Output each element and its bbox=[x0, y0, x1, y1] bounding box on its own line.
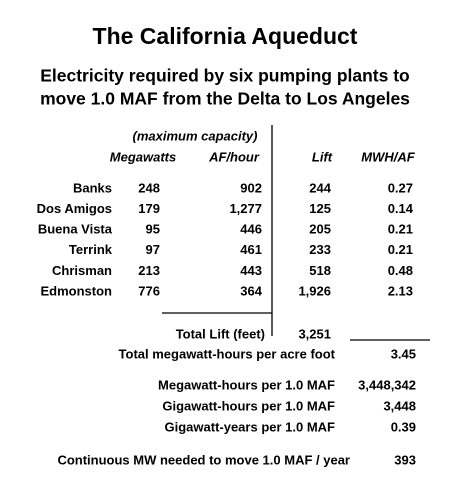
summary-value: 393 bbox=[394, 452, 416, 467]
cell: 446 bbox=[240, 222, 262, 237]
cell: 1,926 bbox=[298, 283, 331, 298]
cell: 0.48 bbox=[388, 263, 413, 278]
row-label: Chrisman bbox=[52, 263, 112, 278]
cell: 213 bbox=[138, 263, 160, 278]
cell: 443 bbox=[240, 263, 262, 278]
cell: 1,277 bbox=[229, 201, 262, 216]
summary-label: Total megawatt-hours per acre foot bbox=[119, 346, 336, 361]
row-label: Terrink bbox=[69, 242, 113, 257]
row-label: Dos Amigos bbox=[37, 201, 112, 216]
total-lift-label: Total Lift (feet) bbox=[176, 326, 265, 341]
cell: 244 bbox=[309, 180, 331, 195]
cell: 205 bbox=[309, 222, 331, 237]
subtitle: Electricity required by six pumping plan… bbox=[40, 66, 410, 86]
column-header: Megawatts bbox=[110, 149, 176, 164]
cell: 95 bbox=[146, 222, 160, 237]
cell: 0.27 bbox=[388, 180, 413, 195]
cell: 179 bbox=[138, 201, 160, 216]
cell: 0.14 bbox=[388, 201, 414, 216]
cell: 902 bbox=[240, 180, 262, 195]
cell: 364 bbox=[240, 283, 262, 298]
row-label: Banks bbox=[73, 180, 112, 195]
summary-value: 3,448,342 bbox=[358, 377, 416, 392]
summary-label: Gigawatt-years per 1.0 MAF bbox=[165, 419, 336, 434]
cell: 233 bbox=[309, 242, 331, 257]
total-lift-value: 3,251 bbox=[298, 326, 331, 341]
cell: 776 bbox=[138, 283, 160, 298]
cell: 2.13 bbox=[388, 283, 413, 298]
column-header: AF/hour bbox=[208, 149, 260, 164]
cell: 518 bbox=[309, 263, 331, 278]
subtitle: move 1.0 MAF from the Delta to Los Angel… bbox=[40, 89, 410, 109]
cell: 0.21 bbox=[388, 222, 413, 237]
cell: 461 bbox=[240, 242, 262, 257]
cell: 125 bbox=[309, 201, 331, 216]
cell: 97 bbox=[146, 242, 160, 257]
column-header: Lift bbox=[312, 149, 333, 164]
column-header: MWH/AF bbox=[361, 149, 415, 164]
summary-label: Megawatt-hours per 1.0 MAF bbox=[158, 377, 335, 392]
title: The California Aqueduct bbox=[93, 23, 358, 49]
row-label: Edmonston bbox=[41, 283, 113, 298]
cell: 0.21 bbox=[388, 242, 413, 257]
summary-value: 3,448 bbox=[383, 398, 416, 413]
summary-value: 3.45 bbox=[391, 346, 416, 361]
summary-label: Continuous MW needed to move 1.0 MAF / y… bbox=[57, 452, 350, 467]
cell: 248 bbox=[138, 180, 160, 195]
row-label: Buena Vista bbox=[38, 222, 113, 237]
summary-value: 0.39 bbox=[391, 419, 416, 434]
summary-label: Gigawatt-hours per 1.0 MAF bbox=[162, 398, 335, 413]
group-header: (maximum capacity) bbox=[133, 128, 258, 143]
